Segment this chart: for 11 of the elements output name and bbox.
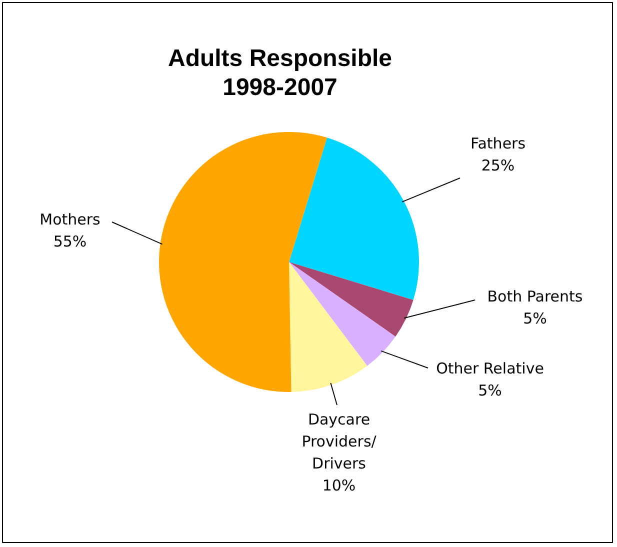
slice-label: Fathers	[470, 134, 526, 152]
data-label: 25%	[481, 156, 515, 174]
data-label: 5%	[478, 381, 502, 400]
data-label: 5%	[523, 309, 547, 328]
chart-title: Adults Responsible 1998-2007	[166, 44, 394, 102]
data-label: 55%	[53, 232, 87, 250]
slice-label: Daycare Providers/ Drivers	[302, 410, 378, 472]
slice-label: Both Parents	[487, 287, 583, 306]
slice-label: Other Relative	[436, 359, 544, 378]
data-label: 10%	[322, 476, 356, 494]
slice-label: Mothers	[40, 210, 101, 228]
